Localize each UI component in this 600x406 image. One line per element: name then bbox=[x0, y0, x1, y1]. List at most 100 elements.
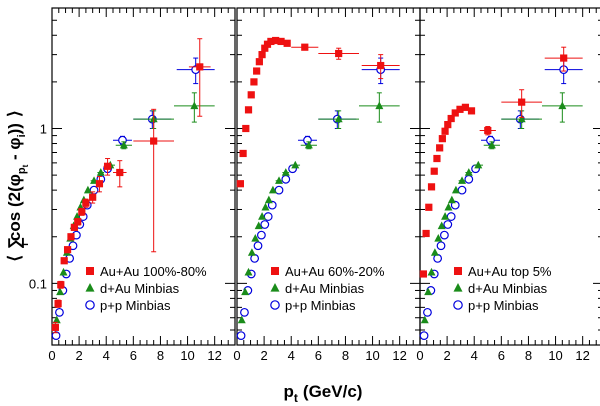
legend-triangle-marker bbox=[85, 283, 95, 292]
data-point bbox=[281, 174, 291, 184]
legend-label: Au+Au top 5% bbox=[468, 264, 552, 279]
square-marker bbox=[103, 162, 112, 170]
square-marker bbox=[427, 183, 436, 191]
data-point bbox=[440, 230, 449, 240]
square-marker bbox=[277, 37, 285, 46]
y-axis-sub1b: t bbox=[21, 164, 30, 167]
data-point bbox=[174, 92, 215, 123]
square-marker bbox=[236, 180, 244, 188]
data-point bbox=[74, 218, 82, 226]
data-point bbox=[290, 160, 301, 169]
series-auau bbox=[51, 38, 211, 334]
legend-label: d+Au Minbias bbox=[285, 281, 365, 296]
data-point bbox=[447, 114, 455, 123]
legend-label: d+Au Minbias bbox=[468, 281, 548, 296]
data-point bbox=[239, 149, 247, 158]
x-tick-label: 2 bbox=[443, 348, 450, 363]
triangle-marker bbox=[424, 287, 433, 296]
y-axis-open: ⟨ bbox=[5, 255, 24, 262]
data-point bbox=[82, 198, 90, 208]
square-marker bbox=[433, 154, 441, 163]
data-point bbox=[424, 287, 433, 296]
data-point bbox=[57, 280, 65, 289]
data-point bbox=[251, 234, 260, 242]
y-axis-end: ⟩ bbox=[5, 110, 24, 117]
square-marker bbox=[63, 246, 72, 254]
data-point bbox=[56, 287, 65, 296]
data-point bbox=[359, 92, 400, 123]
square-marker bbox=[335, 49, 343, 58]
y-axis-title: ⟨∑icos (2(φpt - φi))⟩ bbox=[5, 110, 31, 261]
y-axis-title-text: ⟨∑icos (2(φpt - φi))⟩ bbox=[5, 110, 31, 261]
data-point bbox=[483, 140, 500, 150]
y-axis-sum-index: i bbox=[20, 243, 31, 246]
data-point bbox=[247, 248, 256, 256]
data-point bbox=[272, 36, 280, 45]
x-tick-label: 0 bbox=[416, 348, 423, 363]
square-marker bbox=[425, 203, 433, 211]
legend-item-pp: p+p Minbias bbox=[85, 298, 171, 313]
x-tick-label: 8 bbox=[525, 348, 532, 363]
square-marker bbox=[422, 229, 430, 238]
square-marker bbox=[283, 39, 291, 47]
legend-triangle-marker bbox=[270, 283, 280, 292]
data-point bbox=[361, 54, 400, 80]
data-point bbox=[60, 257, 68, 265]
triangle-marker bbox=[458, 176, 467, 184]
data-point bbox=[458, 176, 467, 184]
legend-item-dau: d+Au Minbias bbox=[85, 281, 180, 296]
triangle-marker bbox=[427, 267, 436, 276]
x-axis-title: pt (GeV/c) bbox=[284, 382, 363, 405]
square-marker bbox=[272, 36, 280, 45]
legend-item-pp: p+p Minbias bbox=[270, 298, 356, 313]
legend-item-pp: p+p Minbias bbox=[453, 298, 539, 313]
square-marker bbox=[456, 105, 464, 113]
data-point bbox=[430, 167, 438, 175]
open-circle-marker bbox=[486, 135, 495, 145]
data-point bbox=[253, 241, 263, 251]
triangle-marker bbox=[241, 287, 250, 296]
x-tick-label: 4 bbox=[471, 348, 478, 363]
open-circle-marker bbox=[423, 307, 432, 317]
data-point bbox=[267, 37, 275, 46]
x-tick-label: 6 bbox=[315, 348, 322, 363]
triangle-marker bbox=[487, 140, 496, 149]
data-point bbox=[281, 168, 290, 176]
data-point bbox=[78, 207, 86, 216]
data-point bbox=[254, 221, 263, 230]
square-marker bbox=[57, 281, 65, 289]
y-axis-close: )) bbox=[5, 123, 24, 134]
x-tick-label: 12 bbox=[392, 348, 406, 363]
data-point bbox=[318, 110, 359, 130]
data-point bbox=[133, 108, 174, 253]
data-point bbox=[255, 58, 263, 66]
data-point bbox=[89, 191, 97, 204]
data-point bbox=[261, 202, 270, 211]
data-point bbox=[237, 315, 246, 324]
triangle-marker bbox=[119, 140, 128, 149]
panel-right: 0 2 4 6 8 10 12 Au+Au top 5% d+Au Minbias p+p Min… bbox=[416, 7, 600, 363]
legend-label: Au+Au 100%-80% bbox=[100, 264, 207, 279]
x-tick-label: 8 bbox=[157, 348, 164, 363]
triangle-marker bbox=[464, 168, 473, 176]
square-marker bbox=[60, 257, 68, 265]
data-point bbox=[264, 195, 273, 204]
data-point bbox=[275, 176, 284, 184]
x-tick-label: 4 bbox=[103, 348, 110, 363]
data-point bbox=[441, 127, 449, 135]
data-point bbox=[464, 174, 474, 184]
x-tick-label: 4 bbox=[288, 348, 295, 363]
open-circle-marker bbox=[464, 174, 474, 184]
square-marker bbox=[419, 270, 427, 278]
data-point bbox=[103, 158, 112, 176]
legend: Au+Au top 5% d+Au Minbias p+p Minbias bbox=[453, 264, 552, 313]
square-marker bbox=[150, 137, 158, 145]
triangle-marker bbox=[261, 202, 270, 211]
square-marker bbox=[74, 218, 82, 226]
data-point bbox=[479, 126, 496, 136]
open-circle-marker bbox=[419, 331, 429, 341]
square-marker bbox=[196, 63, 204, 71]
data-point bbox=[51, 321, 59, 334]
triangle-marker bbox=[375, 101, 384, 110]
